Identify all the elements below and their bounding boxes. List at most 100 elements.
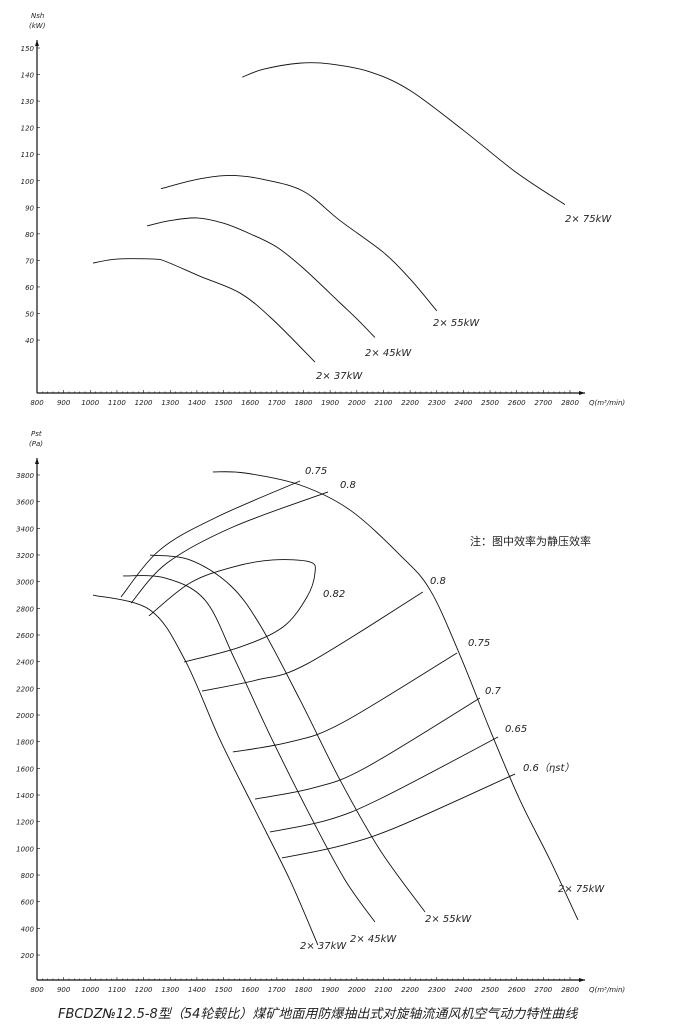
x-tick-label: 2500 [481,986,499,994]
series-line-255kW [160,174,438,312]
x-tick-label: 2600 [508,986,526,994]
efficiency-curve [281,773,516,859]
y-axis-arrow-icon [35,458,39,464]
y-tick-label: 1200 [16,819,34,827]
x-tick-label: 800 [30,986,44,994]
y-tick-label: 100 [21,178,35,186]
x-tick-label: 1500 [215,986,233,994]
x-axis-arrow-icon [579,391,585,395]
efficiency-label: 0.6（ηst） [523,762,574,774]
y-tick-label: 3000 [16,579,34,587]
x-tick-label: 2400 [454,986,472,994]
y-tick-label: 2400 [16,659,34,667]
x-tick-label: 1000 [81,399,99,407]
x-tick-label: 1200 [135,986,153,994]
x-tick-label: 2600 [508,399,526,407]
y-tick-label: 3800 [16,472,34,480]
efficiency-curve [232,652,458,753]
efficiency-label: 0.75 [468,638,490,649]
y-axis-label: Pst [31,430,42,438]
x-tick-label: 2400 [454,399,472,407]
series-label: 2× 45kW [350,934,397,945]
y-tick-label: 140 [21,72,35,80]
y-tick-label: 2600 [16,632,34,640]
y-tick-label: 600 [21,899,35,907]
y-tick-label: 800 [21,872,35,880]
x-axis-arrow-icon [579,978,585,982]
y-tick-label: 2800 [16,605,34,613]
series-line-255kW [149,554,426,913]
series-line-237kW [92,594,319,946]
x-tick-label: 1400 [188,399,206,407]
y-axis-unit: (Pa) [29,440,43,448]
efficiency-label: 0.8 [430,576,446,587]
series-label: 2× 55kW [425,914,472,925]
efficiency-curve [201,591,424,692]
efficiency-label: 0.82 [323,589,345,600]
x-tick-label: 2100 [375,986,393,994]
x-tick-label: 1700 [268,986,286,994]
y-tick-label: 1800 [16,739,34,747]
series-line-275kW [212,471,579,921]
y-tick-label: 120 [21,125,35,133]
efficiency-label: 0.8 [340,480,356,491]
series-line-237kW [92,258,316,363]
x-tick-label: 1100 [108,986,126,994]
y-tick-label: 110 [21,151,35,159]
y-tick-label: 200 [21,952,35,960]
x-tick-label: 2200 [401,399,419,407]
x-tick-label: 2500 [481,399,499,407]
y-tick-label: 40 [25,337,34,345]
y-tick-label: 80 [25,231,34,239]
efficiency-label: 0.65 [505,724,527,735]
efficiency-curve [120,480,301,598]
y-tick-label: 1600 [16,765,34,773]
y-tick-label: 3600 [16,499,34,507]
y-tick-label: 60 [25,284,34,292]
y-tick-label: 150 [21,45,35,53]
x-tick-label: 1800 [295,986,313,994]
y-tick-label: 3200 [16,552,34,560]
x-tick-label: 900 [57,399,71,407]
efficiency-curve [130,491,329,604]
y-tick-label: 3400 [16,525,34,533]
y-axis-arrow-icon [35,40,39,46]
y-tick-label: 400 [21,925,35,933]
x-tick-label: 2800 [561,986,579,994]
efficiency-curve [254,697,481,800]
series-line-245kW [146,217,376,338]
chart-note: 注：图中效率为静压效率 [470,534,591,548]
y-tick-label: 70 [25,257,34,265]
series-label: 2× 55kW [433,318,480,329]
x-tick-label: 2300 [428,986,446,994]
x-tick-label: 1900 [321,399,339,407]
x-tick-label: 1600 [241,986,259,994]
series-label: 2× 37kW [316,371,363,382]
x-tick-label: 2300 [428,399,446,407]
x-tick-label: 2100 [375,399,393,407]
x-tick-label: 1600 [241,399,259,407]
x-axis-label: Q(m³/min) [589,399,625,407]
x-tick-label: 900 [57,986,71,994]
x-tick-label: 800 [30,399,44,407]
y-tick-label: 2200 [16,685,34,693]
series-label: 2× 75kW [558,884,605,895]
x-tick-label: 1000 [81,986,99,994]
x-tick-label: 2000 [348,399,366,407]
series-label: 2× 37kW [300,941,347,952]
efficiency-curve [269,736,499,833]
series-label: 2× 75kW [565,214,612,225]
efficiency-curve [148,559,316,663]
x-tick-label: 1800 [295,399,313,407]
x-tick-label: 2800 [561,399,579,407]
x-axis-label: Q(m³/min) [589,986,625,994]
x-tick-label: 1300 [161,986,179,994]
y-tick-label: 1000 [16,845,34,853]
figure-caption: FBCDZ№12.5-8型（54轮毂比）煤矿地面用防爆抽出式对旋轴流通风机空气动… [58,1007,578,1022]
y-tick-label: 2000 [16,712,34,720]
y-tick-label: 1400 [16,792,34,800]
efficiency-label: 0.75 [305,466,327,477]
y-tick-label: 130 [21,98,35,106]
x-tick-label: 1200 [135,399,153,407]
x-tick-label: 2000 [348,986,366,994]
